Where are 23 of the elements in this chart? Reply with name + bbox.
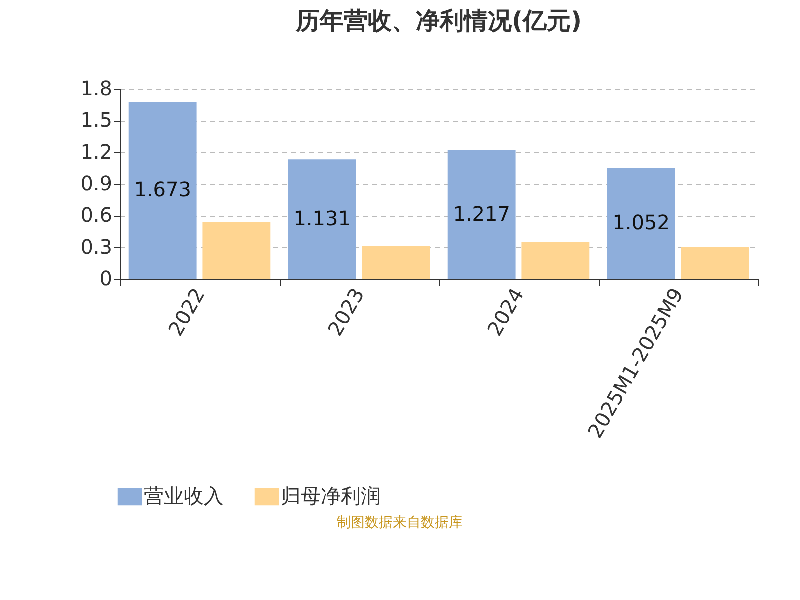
bar: [681, 247, 750, 279]
y-tick-label: 0.9: [80, 172, 112, 196]
bar: [362, 246, 430, 279]
bar: [522, 242, 590, 279]
bar: [288, 160, 356, 279]
data-label: 1.217: [453, 202, 510, 226]
data-label: 1.131: [294, 206, 351, 230]
bar: [128, 102, 197, 279]
data-label: 1.673: [134, 178, 192, 202]
legend-label: 归母净利润: [281, 484, 381, 508]
data-label: 1.052: [612, 210, 670, 234]
y-tick-label: 1.2: [80, 140, 112, 164]
bar: [607, 168, 676, 279]
y-tick-label: 1.8: [80, 76, 112, 100]
legend-label: 营业收入: [144, 484, 224, 508]
y-tick-label: 1.5: [80, 108, 112, 132]
bar: [448, 150, 516, 279]
bar: [202, 222, 271, 279]
y-tick-label: 0.6: [80, 203, 112, 228]
text: 制图数据来自数据库: [336, 514, 464, 532]
y-tick-label: 0.3: [80, 234, 112, 259]
chart-title: 历年营收、净利情况(亿元): [295, 7, 582, 35]
y-tick-label: 0: [100, 266, 112, 290]
